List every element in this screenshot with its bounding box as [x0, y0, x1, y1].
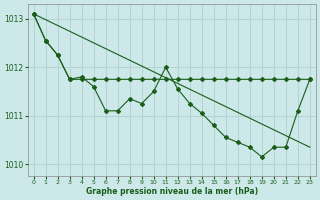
X-axis label: Graphe pression niveau de la mer (hPa): Graphe pression niveau de la mer (hPa) [86, 187, 258, 196]
